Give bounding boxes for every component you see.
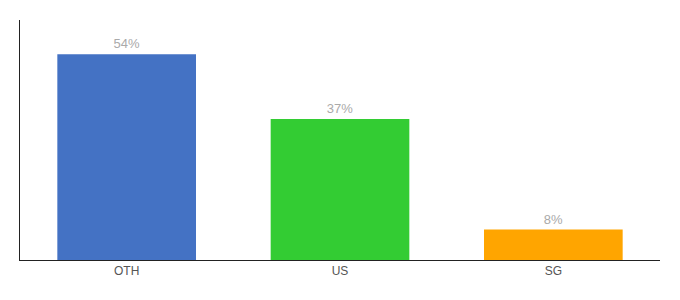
svg-text:SG: SG (545, 264, 562, 278)
svg-text:8%: 8% (544, 212, 563, 227)
svg-text:OTH: OTH (114, 264, 139, 278)
svg-text:54%: 54% (113, 36, 139, 51)
svg-text:37%: 37% (327, 101, 353, 116)
svg-text:US: US (332, 264, 349, 278)
